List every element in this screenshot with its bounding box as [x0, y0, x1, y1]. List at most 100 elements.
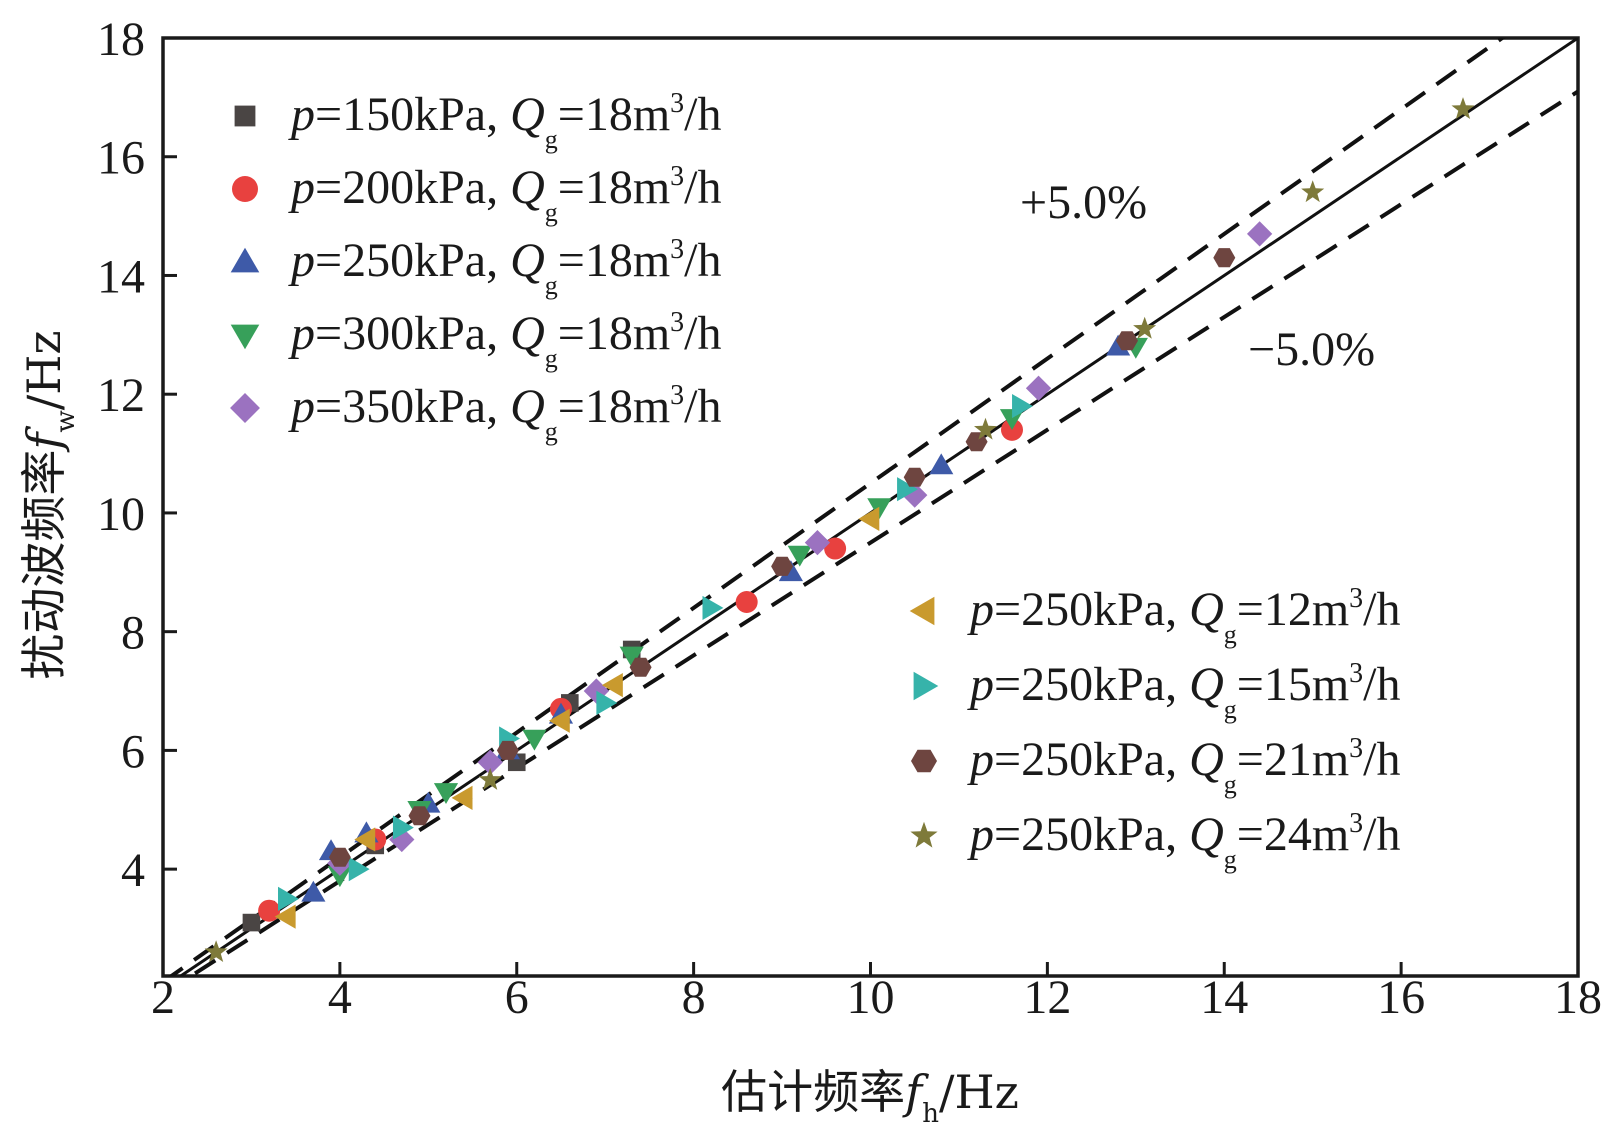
legend-q_var: Q [510, 307, 545, 360]
data-point-q21 [328, 847, 351, 867]
legend-entry-q21: p=250kPa, Qg=21m3/h [911, 733, 1401, 799]
annotation-plus-5: +5.0% [1020, 176, 1147, 229]
data-point-q21 [408, 806, 431, 826]
data-point-q12 [451, 785, 473, 810]
y-axis-var-sub: w [51, 410, 81, 432]
legend-entry-q24: p=250kPa, Qg=24m3/h [910, 808, 1401, 874]
x-tick-label: 14 [1200, 971, 1248, 1024]
y-axis-title-prefix: 扰动波频率 [17, 450, 71, 680]
legend-q_sub: g [1224, 620, 1237, 649]
legend-q_var: Q [1189, 808, 1224, 861]
legend-marker-s250 [230, 247, 260, 273]
legend-q_sup: 3 [670, 88, 684, 119]
legend-q_var: Q [510, 234, 545, 287]
legend-marker-q12 [909, 596, 935, 626]
legend-q_var: Q [510, 161, 545, 214]
legend-q_sup: 3 [670, 380, 684, 411]
legend-marker-s300 [230, 324, 260, 350]
legend-label-q15: p=250kPa, Qg=15m3/h [967, 658, 1401, 724]
legend-entry-s300: p=300kPa, Qg=18m3/h [230, 307, 722, 373]
x-tick-label: 2 [151, 971, 175, 1024]
data-point-s200 [258, 899, 281, 922]
legend-top-left: p=150kPa, Qg=18m3/hp=200kPa, Qg=18m3/hp=… [230, 88, 722, 446]
legend-q_sub: g [545, 417, 558, 446]
x-tick-label: 10 [847, 971, 895, 1024]
legend-lower-right: p=250kPa, Qg=12m3/h p=250kPa, Qg=15m3/h p=… [909, 583, 1401, 874]
y-tick-label: 8 [121, 607, 145, 660]
legend-marker-s350 [230, 393, 260, 423]
legend-marker-s200 [232, 176, 258, 202]
data-point-q24 [478, 768, 502, 790]
legend-q_sup: 3 [1349, 808, 1363, 839]
legend-q_sup: 3 [670, 234, 684, 265]
legend-q_text: =18m [558, 88, 670, 141]
legend-entry-q15: p=250kPa, Qg=15m3/h [913, 658, 1401, 724]
data-point-s350 [1246, 221, 1273, 247]
legend-p_text: =150kPa, [315, 88, 510, 141]
y-tick-label: 14 [97, 250, 145, 303]
data-point-q24 [1301, 180, 1325, 203]
data-point-s150 [242, 913, 261, 932]
legend-q_text: =15m [1237, 658, 1349, 711]
data-point-q15 [596, 690, 618, 716]
data-point-s300 [522, 729, 547, 751]
legend-q_unit: /h [684, 234, 721, 287]
legend-p_text: =250kPa, [994, 808, 1189, 861]
legend-label-s150: p=150kPa, Qg=18m3/h [288, 88, 722, 154]
data-point-q21 [496, 740, 519, 760]
data-point-q21 [1116, 331, 1138, 351]
legend-q_var: Q [1189, 658, 1224, 711]
reference-line-plus-5 [167, 38, 1506, 976]
data-point-s350 [477, 749, 503, 775]
legend-q_sub: g [545, 198, 558, 227]
data-point-s300 [327, 866, 352, 888]
y-tick-label: 4 [121, 844, 145, 897]
legend-q_text: =18m [558, 380, 670, 433]
data-point-s200 [735, 590, 758, 613]
x-axis-title: 估计频率fh/Hz [721, 1065, 1019, 1129]
legend-entry-q12: p=250kPa, Qg=12m3/h [909, 583, 1401, 649]
data-point-q21 [903, 467, 926, 487]
legend-q_sub: g [545, 344, 558, 373]
data-point-q12 [354, 827, 376, 852]
legend-label-s250: p=250kPa, Qg=18m3/h [288, 234, 722, 300]
y-tick-label: 16 [97, 132, 145, 185]
legend-entry-s200: p=200kPa, Qg=18m3/h [232, 161, 722, 227]
data-point-q15 [1012, 393, 1033, 419]
legend-p_var: p [288, 161, 315, 214]
x-tick-label: 8 [682, 971, 706, 1024]
annotation-minus-5: −5.0% [1248, 323, 1375, 376]
legend-q_text: =18m [558, 307, 670, 360]
data-point-q24 [974, 417, 997, 440]
data-point-q12 [601, 673, 623, 698]
tick-labels: 2 4 6 8 10 12 14 16 18 4 6 8 10 12 14 16 18 [97, 13, 1602, 1024]
legend-marker-s150 [234, 105, 256, 127]
legend-p_text: =200kPa, [315, 161, 510, 214]
legend-q_sub: g [545, 271, 558, 300]
legend-marker-q21 [911, 749, 937, 773]
data-point-q24 [1133, 316, 1157, 339]
legend-entry-s250: p=250kPa, Qg=18m3/h [230, 234, 722, 300]
x-tick-label: 16 [1377, 971, 1425, 1024]
legend-q_text: =18m [558, 161, 670, 214]
data-point-s350 [804, 529, 831, 556]
legend-q_unit: /h [1363, 583, 1400, 636]
x-tick-label: 6 [505, 971, 529, 1024]
data-point-q15 [392, 815, 414, 840]
legend-p_text: =250kPa, [994, 733, 1189, 786]
legend-p_text: =250kPa, [994, 583, 1189, 636]
x-tick-label: 4 [328, 971, 352, 1024]
legend-q_var: Q [510, 88, 545, 141]
data-point-s350 [902, 482, 928, 508]
legend-q_unit: /h [1363, 658, 1400, 711]
data-point-q12 [274, 904, 296, 929]
data-point-q24 [1451, 97, 1475, 119]
data-point-q15 [702, 595, 724, 621]
legend-q_var: Q [510, 380, 545, 433]
data-point-q21 [629, 657, 652, 677]
legend-q_sup: 3 [1349, 583, 1363, 614]
y-tick-label: 10 [97, 488, 145, 541]
legend-p_var: p [288, 88, 315, 141]
legend-q_sup: 3 [670, 161, 684, 192]
